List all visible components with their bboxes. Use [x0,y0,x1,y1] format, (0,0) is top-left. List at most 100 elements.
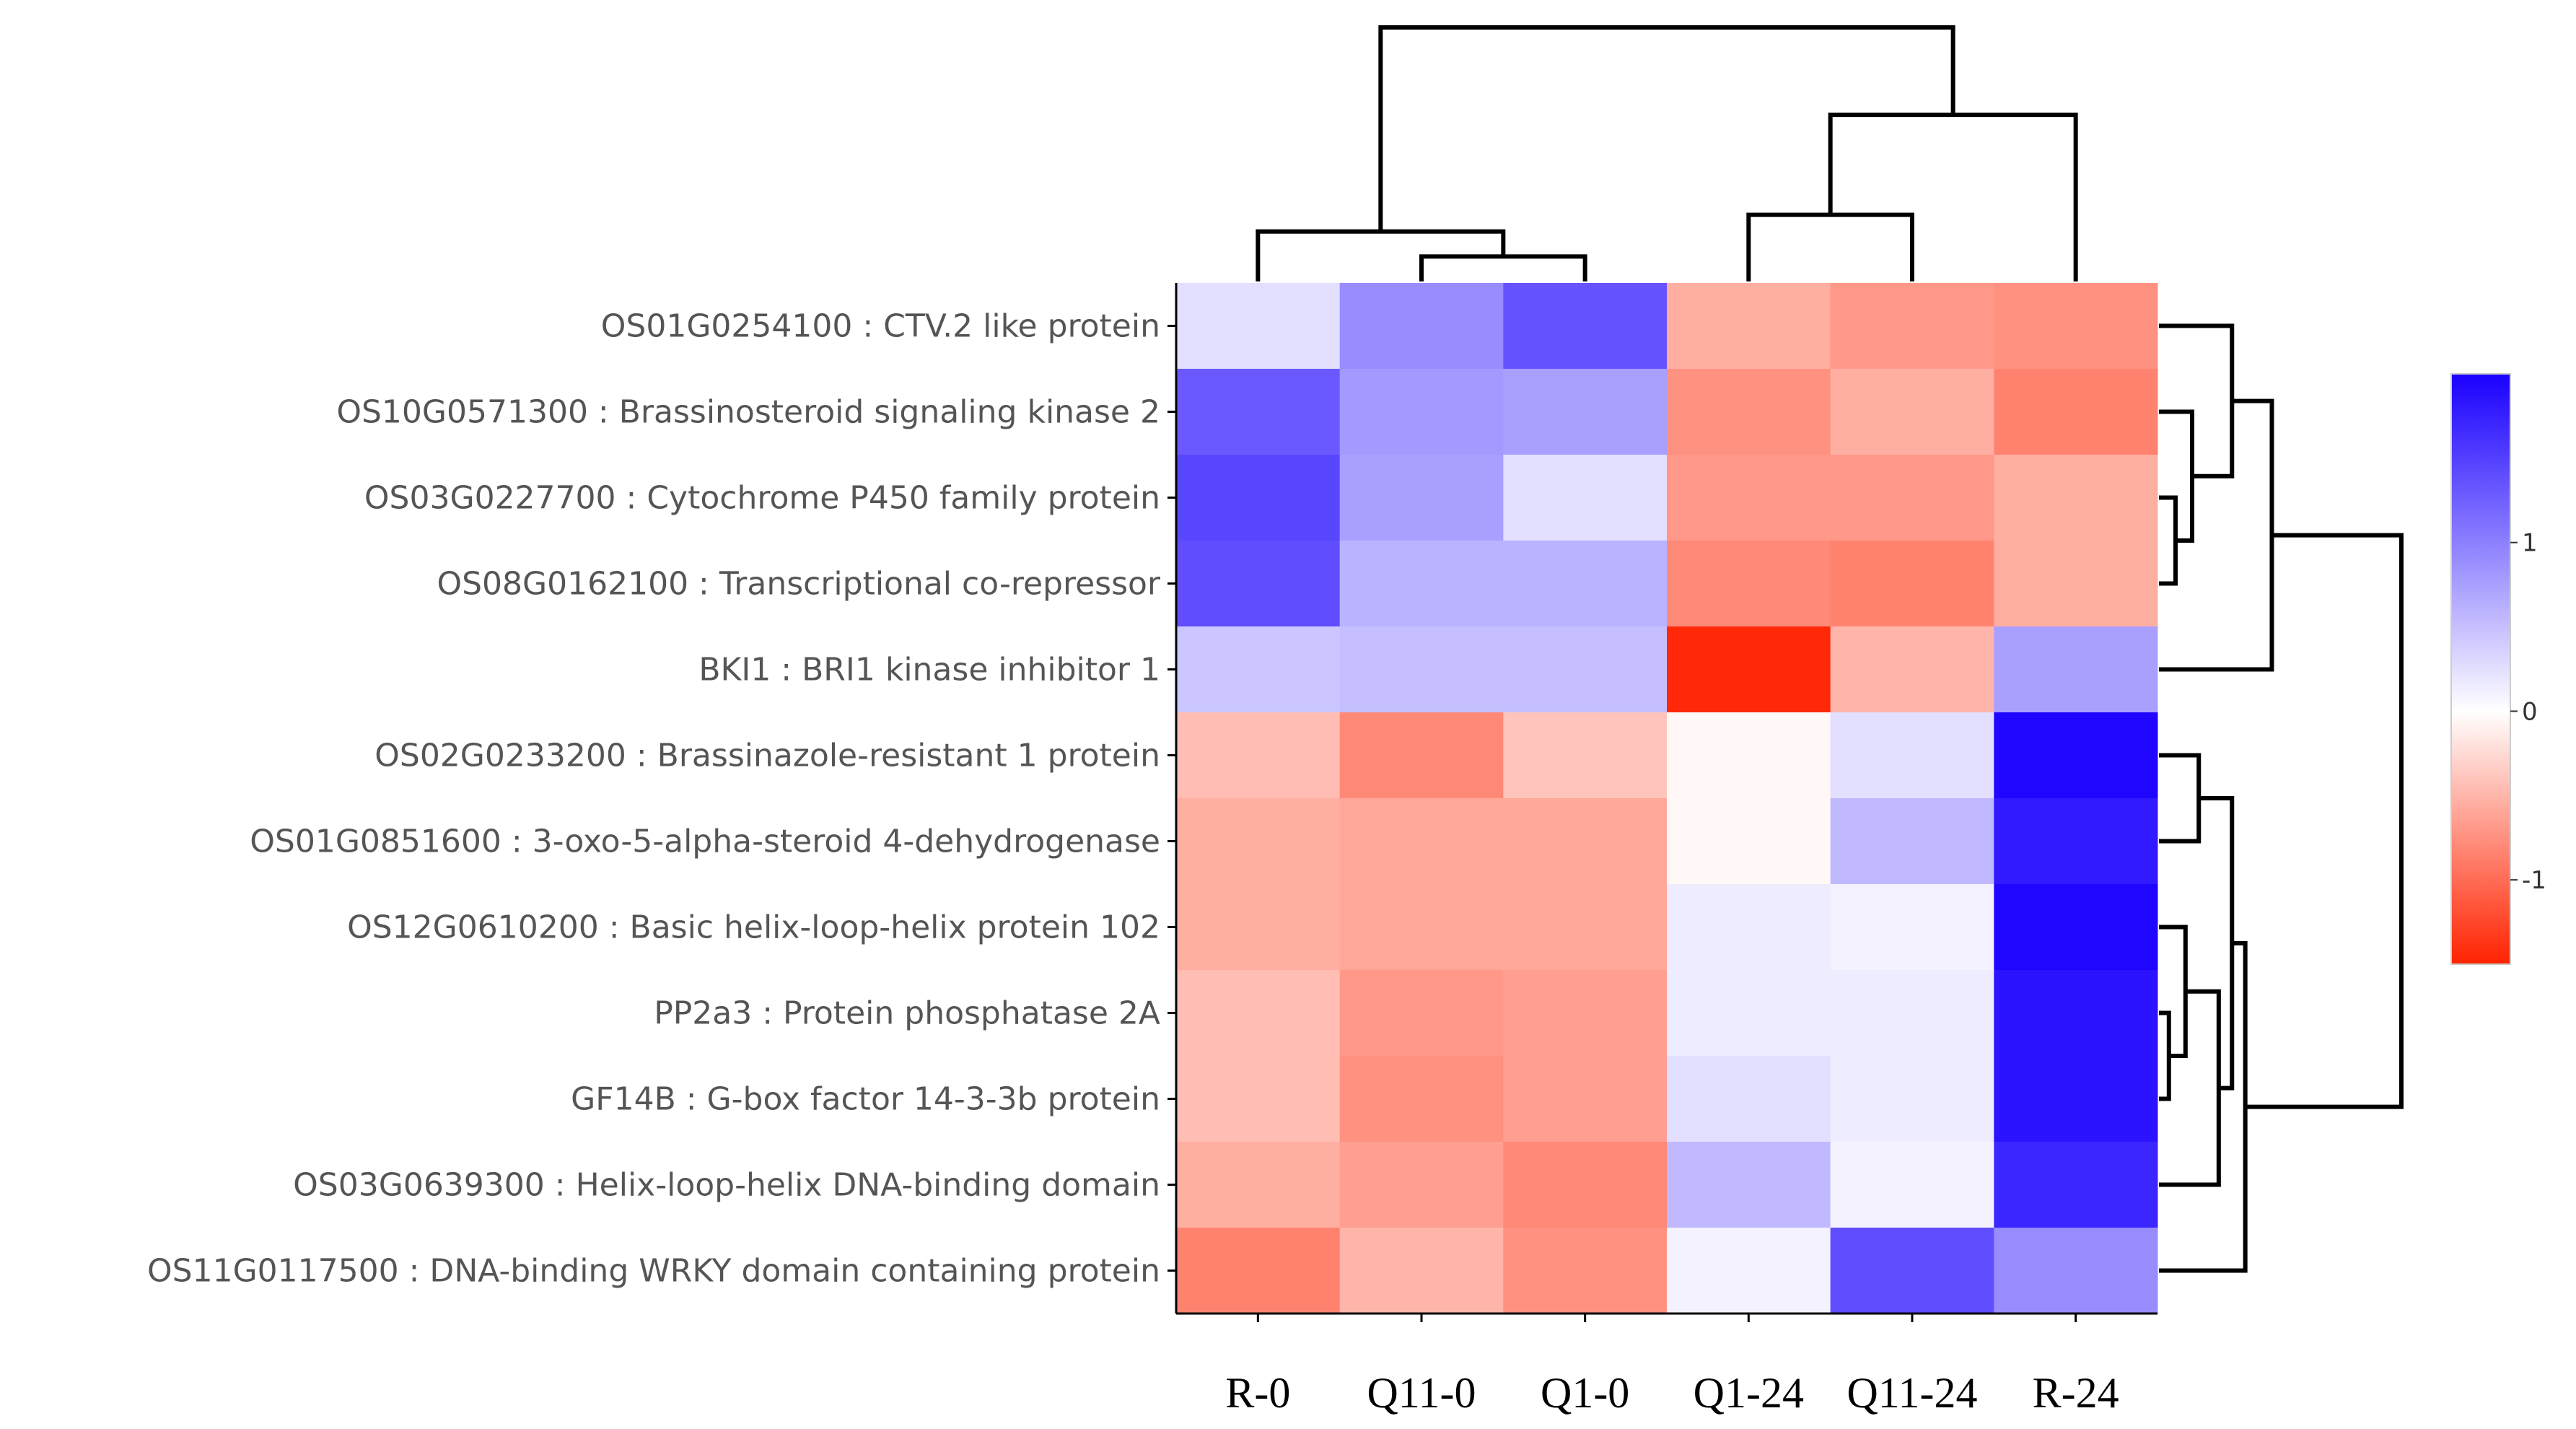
heatmap-cell [1667,1142,1831,1228]
heatmap-cell [1503,541,1668,627]
heatmap-cell [1994,884,2158,971]
heatmap-cell [1503,626,1668,713]
column-dendrogram-link [1746,212,1914,281]
column-label: R-0 [1225,1369,1290,1417]
heatmap-cell [1830,626,1994,713]
heatmap-cell [1830,884,1994,971]
heatmap-cell [1994,798,2158,885]
heatmap-cell [1830,970,1994,1057]
heatmap-cell [1176,626,1341,713]
heatmap-cell [1830,798,1994,885]
heatmap-cell [1667,626,1831,713]
column-label: Q11-24 [1846,1369,1977,1417]
row-dendrogram-link [2159,1010,2171,1101]
heatmap-cell [1339,455,1504,541]
colorbar: 1 0 -1 [2450,373,2546,965]
row-dendrogram-link [2159,925,2188,1058]
heatmap-cell [1176,283,1341,370]
heatmap-cell [1994,1228,2158,1314]
column-dendrogram-link [1378,25,1955,232]
row-label: OS11G0117500 : DNA-binding WRKY domain c… [147,1253,1160,1290]
heatmap-cell [1667,1228,1831,1314]
colorbar-ticks: 1 0 -1 [2510,529,2546,895]
heatmap-cell [1503,1228,1668,1314]
column-label: R-24 [2033,1369,2119,1417]
row-dendrogram-link [2159,753,2202,844]
heatmap-cell [1994,712,2158,799]
heatmap-cell [1667,884,1831,971]
heatmap-cell [1667,712,1831,799]
heatmap-cell [1339,626,1504,713]
heatmap-cell [1667,283,1831,370]
row-label: OS10G0571300 : Brassinosteroid signaling… [336,394,1160,431]
heatmap-cell [1503,369,1668,455]
heatmap-cell [1176,884,1341,971]
column-dendrogram-link [1419,254,1587,281]
heatmap-cell [1339,798,1504,885]
heatmap-cell [1830,283,1994,370]
heatmap-cell [1176,1056,1341,1142]
heatmap-cell [1503,1142,1668,1228]
row-label: BKI1 : BRI1 kinase inhibitor 1 [698,652,1160,689]
heatmap-cell [1339,1142,1504,1228]
heatmap-cell [1503,283,1668,370]
row-label: OS12G0610200 : Basic helix-loop-helix pr… [347,909,1160,946]
row-dendrogram-link [2159,323,2235,478]
heatmap-cell [1830,369,1994,455]
heatmap-cell [1830,541,1994,627]
heatmap-cell [1667,1056,1831,1142]
row-label: OS03G0227700 : Cytochrome P450 family pr… [364,480,1160,517]
heatmap-cell [1667,970,1831,1057]
heatmap-cell [1339,541,1504,627]
heatmap-cell [1176,798,1341,885]
heatmap-cell [1994,369,2158,455]
row-label: GF14B : G-box factor 14-3-3b protein [571,1081,1160,1118]
heatmap-cell [1994,283,2158,370]
heatmap-cell [1503,884,1668,971]
heatmap-cell [1830,712,1994,799]
heatmap-cell [1503,798,1668,885]
colorbar-gradient [2450,373,2511,965]
heatmap-cell [1503,970,1668,1057]
heatmap-cell [1667,798,1831,885]
heatmap-cell [1339,712,1504,799]
heatmap-cell [1176,541,1341,627]
row-label: OS08G0162100 : Transcriptional co-repres… [437,566,1160,603]
colorbar-tick-label: 1 [2522,529,2538,558]
row-label: PP2a3 : Protein phosphatase 2A [654,995,1160,1032]
heatmap-cell [1830,1142,1994,1228]
heatmap-cell [1339,283,1504,370]
heatmap-cell [1830,1228,1994,1314]
heatmap-cell [1994,1142,2158,1228]
row-dendrogram-link [2159,940,2248,1273]
column-labels: R-0 Q11-0 Q1-0 Q1-24 Q11-24 R-24 [1225,1369,2119,1417]
heatmap-cell [1994,1056,2158,1142]
heatmap-cell [1176,712,1341,799]
colorbar-tick-label: 0 [2522,697,2538,726]
heatmap-cell [1667,369,1831,455]
heatmap-cell [1176,455,1341,541]
heatmap-cells [1176,283,2158,1314]
row-labels: OS01G0254100 : CTV.2 like protein OS10G05… [147,308,1161,1290]
column-label: Q11-0 [1367,1369,1476,1417]
heatmap-cell [1994,455,2158,541]
heatmap-cell [1339,1056,1504,1142]
heatmap-cell [1830,1056,1994,1142]
heatmap-cell [1503,712,1668,799]
heatmap-cell [1667,455,1831,541]
heatmap-cell [1339,884,1504,971]
heatmap-cell [1176,1228,1341,1314]
heatmap-cell [1339,369,1504,455]
heatmap-cell [1339,970,1504,1057]
colorbar-tick-label: -1 [2522,866,2546,895]
heatmap-cell [1176,970,1341,1057]
column-label: Q1-24 [1694,1369,1804,1417]
heatmap-cell [1667,541,1831,627]
row-label: OS01G0254100 : CTV.2 like protein [601,308,1160,345]
heatmap-cell [1176,1142,1341,1228]
heatmap-cell [1830,455,1994,541]
heatmap-cell [1994,541,2158,627]
heatmap-cell [1503,455,1668,541]
heatmap-cell [1176,369,1341,455]
